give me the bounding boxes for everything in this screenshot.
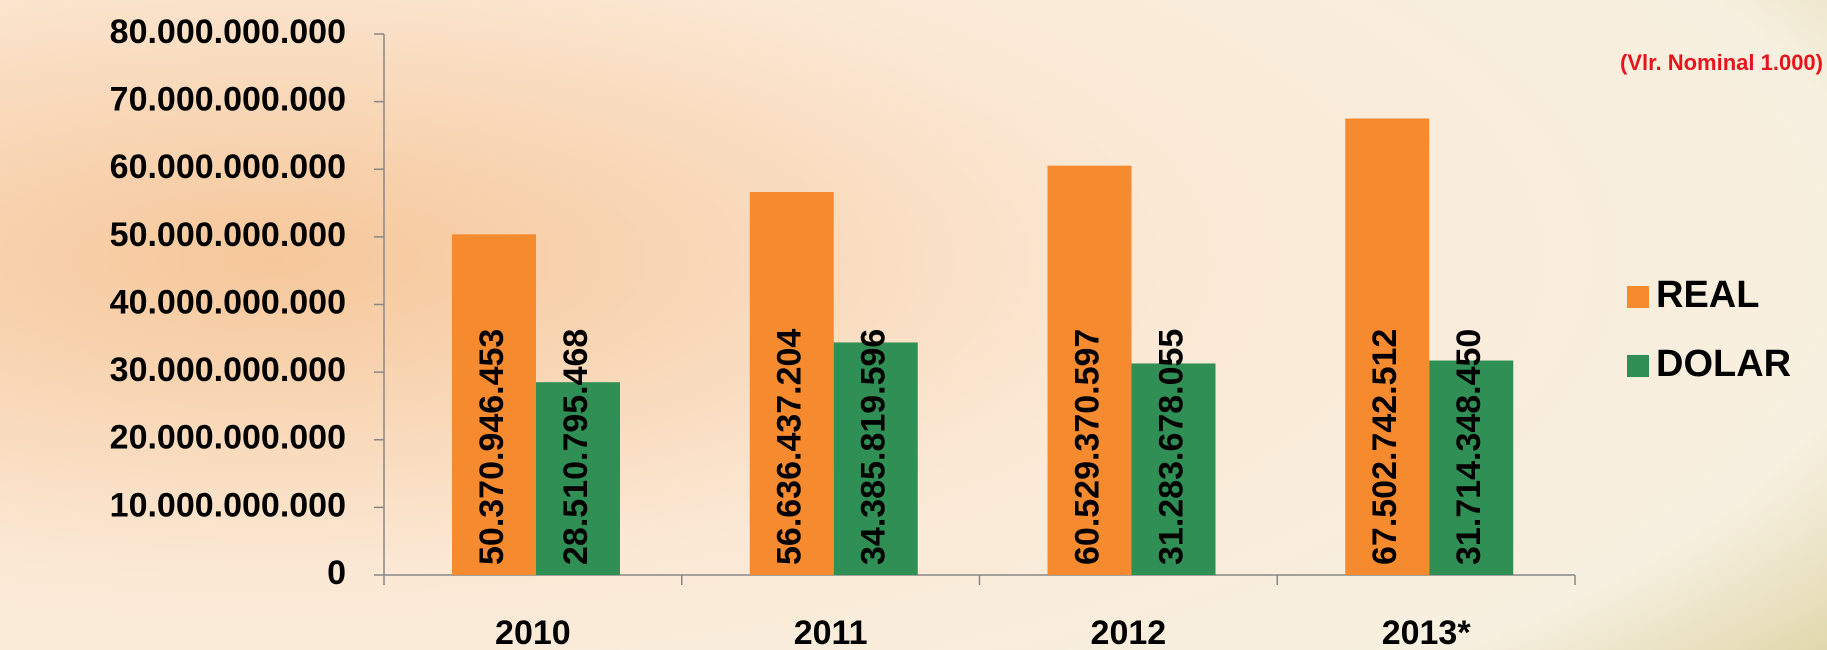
data-label: 31.283.678.055 <box>1152 329 1190 565</box>
legend-label: DOLAR <box>1656 343 1791 385</box>
legend-swatch <box>1627 286 1649 308</box>
x-tick-label: 2013* <box>1382 614 1472 650</box>
legend-swatch <box>1627 355 1649 377</box>
y-tick-label: 30.000.000.000 <box>110 351 346 389</box>
x-tick-label: 2010 <box>495 614 571 650</box>
y-tick-label: 40.000.000.000 <box>110 283 346 321</box>
y-tick-label: 20.000.000.000 <box>110 419 346 457</box>
data-label: 56.636.437.204 <box>771 329 809 565</box>
x-tick-label: 2011 <box>794 614 868 650</box>
data-label: 60.529.370.597 <box>1068 329 1106 565</box>
y-tick-label: 80.000.000.000 <box>110 13 346 51</box>
x-tick-label: 2012 <box>1091 614 1167 650</box>
legend-label: REAL <box>1656 274 1759 316</box>
data-label: 31.714.348.450 <box>1450 329 1488 565</box>
data-label: 50.370.946.453 <box>473 329 511 565</box>
y-tick-label: 50.000.000.000 <box>110 216 346 254</box>
y-tick-label: 60.000.000.000 <box>110 148 346 186</box>
data-label: 34.385.819.596 <box>855 329 893 565</box>
y-tick-label: 0 <box>327 554 346 592</box>
chart: (Vlr. Nominal 1.000) 0 10.000.000.000 20.0… <box>0 0 1827 650</box>
annotation: (Vlr. Nominal 1.000) <box>1620 50 1823 75</box>
data-label: 28.510.795.468 <box>557 329 595 565</box>
y-tick-label: 10.000.000.000 <box>110 486 346 524</box>
y-tick-label: 70.000.000.000 <box>110 81 346 119</box>
data-label: 67.502.742.512 <box>1366 329 1404 565</box>
